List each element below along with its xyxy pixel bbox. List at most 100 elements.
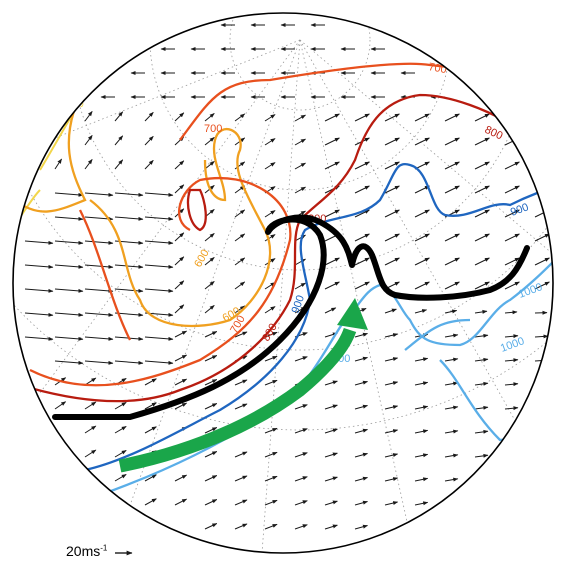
wind-vector (475, 335, 488, 337)
wind-vector-field (25, 25, 549, 529)
wind-vector (145, 379, 156, 385)
wind-vector (535, 234, 549, 241)
wind-vector (355, 186, 369, 193)
wind-vector (265, 211, 275, 218)
wind-vector (445, 114, 459, 121)
wind-vector (175, 355, 187, 361)
wind-vector (445, 431, 458, 433)
wind-vector (235, 114, 245, 121)
wind-vector (235, 476, 247, 481)
wind-vector (385, 406, 398, 409)
wind-vector (355, 406, 368, 410)
wind-vector (415, 282, 429, 289)
wind-vector (55, 337, 83, 339)
wind-vector (235, 258, 245, 265)
label-700-b: 700 (427, 61, 447, 76)
label-1000-b: 1000 (499, 335, 526, 355)
wind-vector (55, 159, 62, 169)
wind-vector (385, 502, 398, 505)
wind-vector (475, 186, 489, 193)
wind-vector (55, 313, 83, 315)
wind-vector (505, 312, 517, 313)
wind-vector (295, 283, 306, 289)
wind-vector (205, 524, 217, 530)
wind-vector (295, 525, 307, 529)
wind-vector (145, 361, 173, 363)
contour-labels: 500 600 600 600 700 700 700 800 800 800 … (74, 38, 544, 365)
wind-vector (325, 138, 339, 145)
wind-vector (415, 478, 428, 481)
wind-vector (175, 161, 184, 169)
wind-vector (385, 258, 399, 265)
wind-vector (385, 358, 398, 361)
wind-vector (445, 407, 458, 409)
wind-vector (355, 162, 369, 169)
wind-vector (55, 265, 83, 267)
wind-vector (85, 111, 92, 121)
wind-vector (85, 402, 96, 409)
wind-vector (505, 186, 519, 193)
wind-vector (325, 381, 337, 385)
wind-vector (475, 234, 489, 241)
wind-vector (115, 112, 123, 121)
wind-vector (445, 359, 458, 361)
wind-vector (175, 257, 184, 265)
wind-vector (175, 281, 184, 289)
wind-vector (535, 210, 549, 217)
wind-vector (355, 382, 368, 386)
wind-vector (445, 335, 458, 337)
wind-vector (265, 356, 277, 361)
wind-vector (115, 217, 143, 219)
wind-vector (205, 305, 214, 313)
wind-vector (265, 163, 275, 170)
label-700-a: 700 (204, 123, 222, 135)
scale-label: 20ms-1 (66, 543, 107, 559)
wind-vector (415, 114, 429, 121)
wind-vector (85, 361, 113, 363)
wind-vector (445, 234, 459, 241)
wind-vector (25, 313, 53, 315)
wind-vector (445, 258, 459, 265)
wind-vector (295, 453, 307, 457)
wind-vector (325, 501, 337, 505)
wind-vector (295, 405, 307, 409)
wind-vector (205, 452, 217, 458)
wind-vector (415, 430, 428, 433)
wind-vector (325, 525, 337, 529)
wind-vector (175, 305, 184, 313)
wind-vector (25, 265, 53, 267)
wind-vector (475, 383, 488, 385)
wind-vector (55, 217, 83, 219)
wind-vector (55, 289, 83, 291)
wind-vector (295, 501, 307, 505)
wind-vector (205, 281, 214, 289)
wind-vector (325, 308, 336, 313)
wind-vector (325, 405, 337, 409)
wind-vector (505, 234, 519, 241)
wind-vector (505, 360, 518, 361)
wind-vector (385, 478, 398, 481)
wind-vector (445, 162, 459, 169)
wind-vector (205, 500, 217, 506)
wind-vector (265, 452, 277, 457)
wind-vector (115, 361, 143, 363)
wind-vector (325, 210, 339, 217)
wind-vector (475, 311, 487, 313)
wind-vector (505, 408, 518, 409)
wind-vector (385, 234, 399, 241)
wind-vector (145, 112, 153, 121)
wind-vector (85, 337, 113, 339)
wind-vector (205, 233, 214, 241)
wind-vector (445, 383, 458, 385)
wind-vector (415, 234, 429, 241)
wind-vector (385, 114, 399, 121)
wind-vector (235, 380, 247, 385)
wind-vector (265, 115, 275, 122)
wind-vector (445, 138, 459, 145)
wind-vector (475, 258, 489, 265)
wind-vector (205, 404, 217, 410)
wind-vector (475, 138, 489, 145)
wind-vector (265, 476, 277, 481)
